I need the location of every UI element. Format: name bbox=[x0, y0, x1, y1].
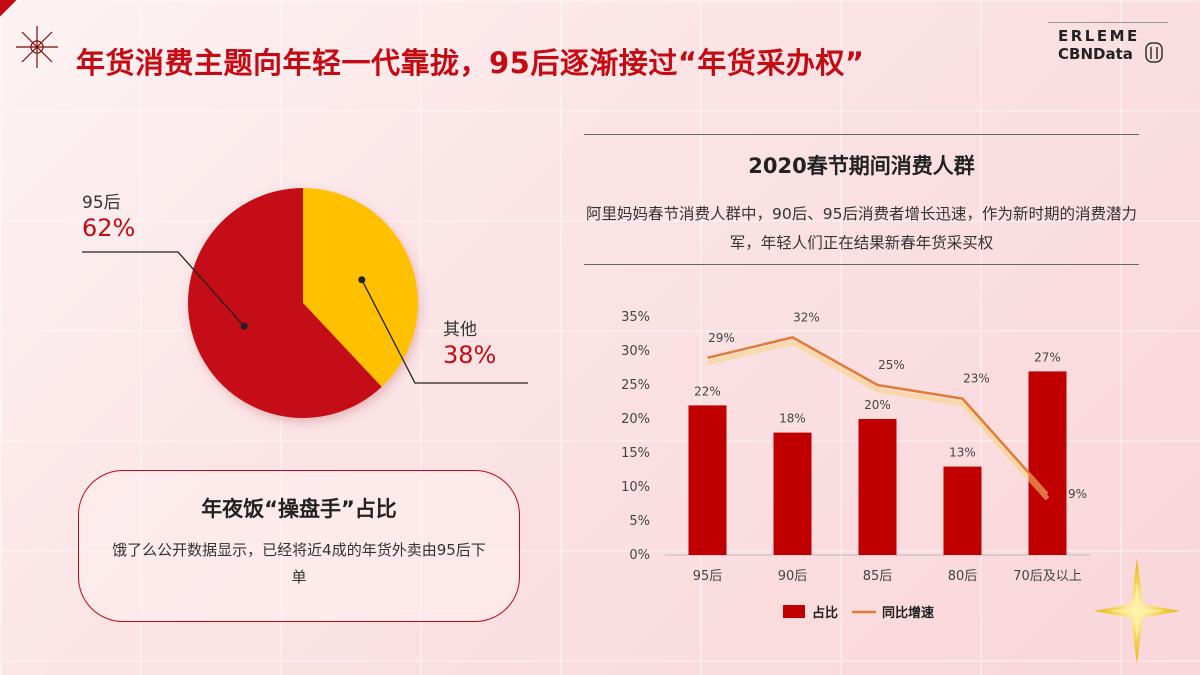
pie-leader-dot bbox=[358, 276, 366, 284]
pie-label-other: 其他 bbox=[443, 320, 477, 340]
pie-pct-other: 38% bbox=[443, 341, 497, 369]
bar-data-label: 13% bbox=[949, 446, 976, 460]
line-series-glow bbox=[706, 339, 1050, 501]
chart-title: 2020春节期间消费人群 bbox=[748, 154, 975, 178]
line-data-label: 32% bbox=[793, 310, 820, 324]
bar bbox=[688, 405, 727, 555]
pie-leader-dot bbox=[240, 322, 248, 330]
compass-star-icon bbox=[16, 26, 58, 68]
x-tick-label: 70后及以上 bbox=[1013, 569, 1082, 584]
bar-data-label: 18% bbox=[779, 412, 806, 426]
bar bbox=[773, 432, 812, 555]
y-tick-label: 35% bbox=[621, 310, 650, 325]
logo-line1: ERLEME bbox=[1058, 27, 1140, 45]
pie-pct-95: 62% bbox=[82, 214, 136, 242]
legend-label-line: 同比增速 bbox=[882, 605, 934, 621]
line-data-label: 9% bbox=[1068, 487, 1087, 501]
x-tick-label: 95后 bbox=[693, 569, 723, 584]
pie-leader-line bbox=[82, 251, 245, 327]
bar bbox=[1028, 371, 1067, 555]
y-tick-label: 25% bbox=[621, 378, 650, 393]
y-tick-label: 10% bbox=[621, 480, 650, 495]
bar bbox=[943, 466, 982, 555]
bar-data-label: 27% bbox=[1034, 350, 1061, 364]
legend-label-bar: 占比 bbox=[812, 605, 838, 621]
pie-chart-section: 95后 62% 其他 38% bbox=[0, 170, 560, 430]
pie-slice bbox=[303, 188, 418, 387]
info-card: 年夜饭“操盘手”占比 饿了么公开数据显示，已经将近4成的年货外卖由95后下单 bbox=[78, 470, 520, 622]
y-tick-label: 15% bbox=[621, 446, 650, 461]
y-tick-label: 30% bbox=[621, 344, 650, 359]
bar-data-label: 22% bbox=[694, 384, 721, 398]
sparkle-star-icon bbox=[1094, 558, 1180, 664]
pie-label-95: 95后 bbox=[82, 193, 121, 213]
legend-swatch-bar bbox=[783, 605, 805, 618]
x-tick-label: 80后 bbox=[948, 569, 978, 584]
page-title: 年货消费主题向年轻一代靠拢，95后逐渐接过“年货采办权” bbox=[76, 46, 865, 80]
pie-leader-line bbox=[361, 279, 528, 384]
pie-chart bbox=[82, 188, 528, 418]
line-data-label: 29% bbox=[708, 331, 735, 345]
y-tick-label: 20% bbox=[621, 412, 650, 427]
bar-data-label: 20% bbox=[864, 398, 891, 412]
logo-line2: CBNData bbox=[1058, 45, 1133, 63]
brand-logo: ERLEME CBNData bbox=[1048, 22, 1168, 69]
y-tick-label: 0% bbox=[629, 548, 650, 563]
line-series bbox=[707, 336, 1049, 495]
bar bbox=[858, 419, 897, 555]
logo-mark-icon bbox=[1145, 42, 1163, 63]
card-title: 年夜饭“操盘手”占比 bbox=[201, 497, 397, 521]
y-tick-label: 5% bbox=[629, 514, 650, 529]
x-tick-label: 85后 bbox=[863, 569, 893, 584]
card-text: 饿了么公开数据显示，已经将近4成的年货外卖由95后下单 bbox=[112, 541, 486, 586]
chart-description: 阿里妈妈春节消费人群中，90后、95后消费者增长迅速，作为新时期的消费潜力军，年… bbox=[586, 205, 1137, 252]
line-data-label: 23% bbox=[963, 372, 990, 386]
divider-top bbox=[584, 134, 1139, 135]
divider-bottom bbox=[584, 264, 1139, 265]
line-data-label: 25% bbox=[878, 358, 905, 372]
bar-line-chart: 35% 30% 25% 20% 15% 10% 5% 0% 22% 18% 20% 13% 27% 95后… bbox=[621, 310, 1090, 621]
pie-slice bbox=[187, 188, 382, 418]
x-tick-label: 90后 bbox=[778, 569, 808, 584]
